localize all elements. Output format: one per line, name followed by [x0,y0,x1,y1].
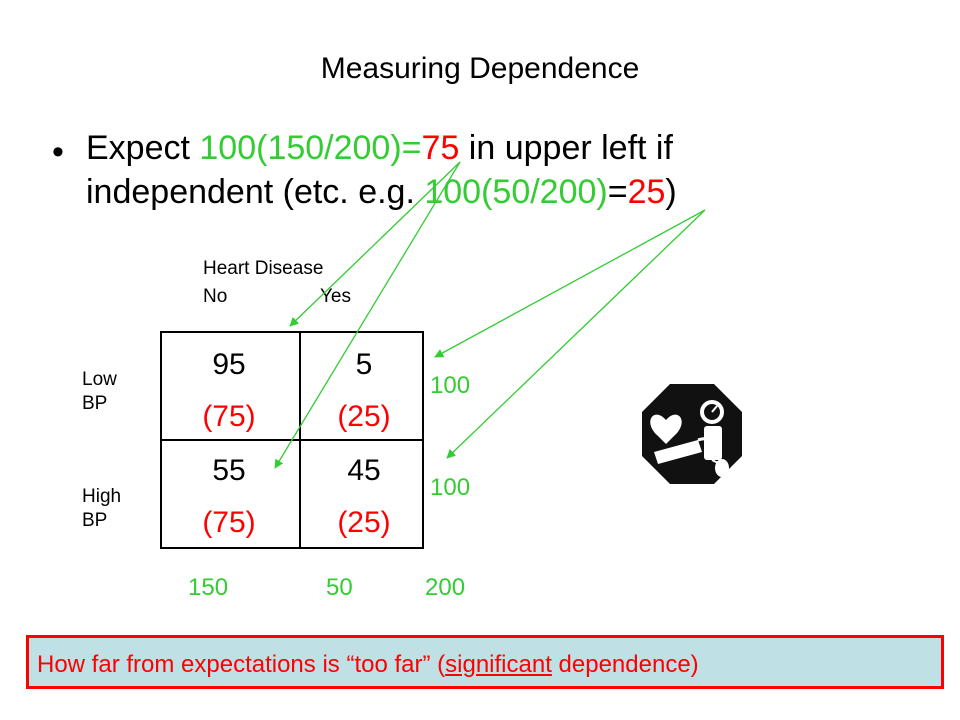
cell-high-no: 55 (75) [162,453,296,541]
formula-50-200: 100(50/200) [424,173,608,211]
expected-count: (75) [202,506,256,539]
cell-low-no: 95 (75) [162,347,296,435]
note-box: How far from expectations is “too far” (… [26,635,944,689]
value-25: 25 [627,173,666,211]
bullet-middle: in upper left if independent (etc. e.g. [86,129,673,211]
row-total-high: 100 [430,474,471,501]
cell-high-yes: 45 (25) [302,453,426,541]
grand-total: 200 [425,574,466,601]
equals-sign: = [607,173,628,211]
observed-count: 55 [212,454,246,487]
bullet-end: ) [665,173,677,211]
cell-low-yes: 5 (25) [302,347,426,435]
row-label-low-bp: Low BP [82,368,117,416]
heart-blood-pressure-icon [642,384,742,484]
column-header-no: No [203,286,228,307]
formula-150-200: 100(150/200)= [199,129,422,167]
column-total-yes: 50 [326,574,353,601]
contingency-table: 95 (75) 5 (25) 55 (75) 45 (25) [160,331,424,549]
column-total-no: 150 [188,574,229,601]
note-part2: dependence) [551,651,699,678]
row-label-line: BP [82,510,108,531]
row-label-line: Low [82,369,117,390]
column-header-yes: Yes [320,286,351,307]
bullet-expect: Expect [86,129,200,167]
arrow-to-upper-left [289,161,461,327]
column-header-title: Heart Disease [203,258,324,279]
value-75: 75 [421,129,460,167]
expected-count: (75) [202,400,256,433]
row-label-line: BP [82,393,108,414]
note-significant: significant [445,651,552,678]
row-label-high-bp: High BP [82,485,121,533]
observed-count: 95 [212,348,246,381]
observed-count: 45 [347,454,381,487]
page-title: Measuring Dependence [320,52,640,85]
note-text: How far from expectations is “too far” (… [37,651,699,679]
arrow-to-row-total-high [446,209,706,459]
arrow-to-lower-left [274,161,461,469]
row-label-line: High [82,486,122,507]
arrow-to-row-total-low [434,209,706,358]
bullet-text: Expect 100(150/200)=75 in upper left if … [86,126,846,214]
bullet-marker: • [52,133,64,171]
note-part1: How far from expectations is “too far” ( [37,651,446,678]
row-total-low: 100 [430,372,471,399]
observed-count: 5 [355,348,373,381]
expected-count: (25) [337,506,391,539]
expected-count: (25) [337,400,391,433]
